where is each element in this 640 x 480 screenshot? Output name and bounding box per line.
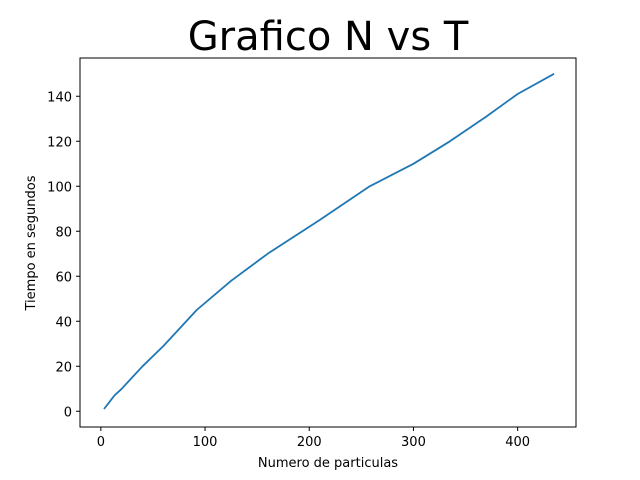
y-tick-label: 80 [55,225,72,240]
y-tick-label: 120 [47,135,72,150]
x-tick-label: 300 [401,435,426,450]
x-tick-label: 0 [97,435,105,450]
series-layer [103,73,555,410]
x-tick-label: 400 [505,435,530,450]
y-tick-label: 60 [55,270,72,285]
y-tick-label: 140 [47,90,72,105]
y-tick-label: 20 [55,360,72,375]
x-tick-label: 100 [193,435,218,450]
y-tick-label: 0 [64,405,72,420]
plot-area [79,57,577,428]
x-axis-label: Numero de particulas [258,456,398,471]
y-axis: 0 20 40 60 80 100 120 140 [47,90,80,420]
series-line [103,73,555,410]
x-axis: 0 100 200 300 400 [97,427,530,450]
x-tick-label: 200 [297,435,322,450]
y-tick-label: 40 [55,315,72,330]
y-axis-label: Tiempo en segundos [24,175,39,311]
y-tick-label: 100 [47,180,72,195]
chart-title: Grafico N vs T [188,14,469,60]
